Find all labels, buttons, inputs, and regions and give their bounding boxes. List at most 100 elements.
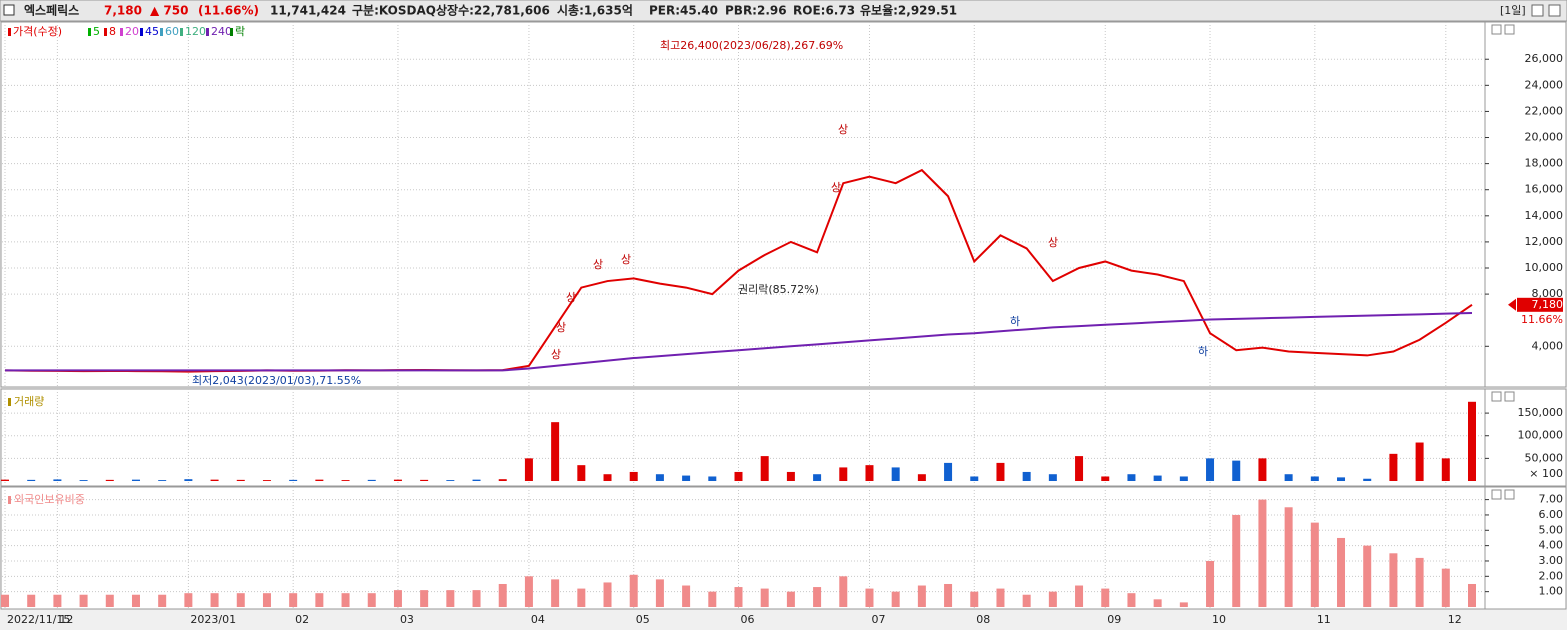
y-tick-label: 5.00 bbox=[1539, 523, 1564, 536]
axis-panel bbox=[1484, 486, 1567, 610]
button[interactable] bbox=[1491, 24, 1502, 35]
bar bbox=[1179, 602, 1188, 607]
bar bbox=[1022, 594, 1031, 607]
y-tick-label: 22,000 bbox=[1525, 104, 1564, 117]
market: 구분:KOSDAQ bbox=[352, 4, 436, 18]
stock-name: 엑스페릭스 bbox=[24, 3, 79, 18]
bar bbox=[236, 593, 245, 607]
bar bbox=[1415, 557, 1424, 607]
bar bbox=[341, 593, 350, 607]
bar bbox=[53, 594, 62, 607]
annotation: 상 bbox=[551, 348, 561, 361]
bar bbox=[917, 585, 926, 607]
bar bbox=[813, 587, 822, 607]
bar bbox=[420, 479, 429, 481]
bar bbox=[184, 479, 193, 481]
bar bbox=[1, 594, 9, 607]
y-tick-label: 3.00 bbox=[1539, 554, 1564, 567]
bar bbox=[1389, 453, 1398, 481]
axis-panel bbox=[1484, 21, 1567, 388]
bar bbox=[315, 593, 324, 607]
bar bbox=[446, 590, 455, 607]
legend-label: 락 bbox=[235, 25, 245, 38]
bar bbox=[27, 594, 36, 607]
bar bbox=[970, 476, 979, 481]
bar bbox=[1363, 478, 1372, 481]
annotation: 상 bbox=[1048, 236, 1058, 249]
legend-swatch bbox=[8, 28, 11, 36]
bar bbox=[944, 462, 953, 481]
bar bbox=[236, 479, 245, 481]
button[interactable] bbox=[1548, 4, 1561, 17]
bar bbox=[1048, 474, 1057, 481]
bar bbox=[1179, 476, 1188, 481]
bar bbox=[1284, 474, 1293, 481]
bar bbox=[786, 591, 795, 607]
legend-swatch bbox=[180, 28, 183, 36]
change: ▲ 750 bbox=[150, 4, 188, 18]
per: PER:45.40 bbox=[649, 4, 718, 18]
bar bbox=[917, 474, 926, 481]
bar bbox=[655, 474, 664, 481]
y-tick-label: 2.00 bbox=[1539, 569, 1564, 582]
reserve: 유보율:2,929.51 bbox=[860, 4, 957, 18]
bar bbox=[1468, 401, 1476, 481]
x-tick-label: 02 bbox=[295, 613, 309, 626]
y-tick-label: 16,000 bbox=[1525, 183, 1564, 196]
button[interactable] bbox=[1491, 489, 1502, 500]
annotation: 상 bbox=[621, 253, 631, 266]
bar bbox=[891, 467, 900, 481]
x-tick-label: 09 bbox=[1107, 613, 1121, 626]
bar bbox=[1022, 471, 1031, 481]
y-tick-label: 1.00 bbox=[1539, 585, 1564, 598]
bar bbox=[498, 583, 507, 607]
bar bbox=[79, 594, 88, 607]
button[interactable] bbox=[1504, 391, 1515, 402]
x-tick-label: 11 bbox=[1317, 613, 1331, 626]
y-tick-label: 150,000 bbox=[1518, 406, 1564, 419]
bar bbox=[184, 593, 193, 607]
y-tick-label: 4.00 bbox=[1539, 539, 1564, 552]
x-tick-label: 03 bbox=[400, 613, 414, 626]
bar bbox=[1310, 522, 1319, 607]
x-tick-label: 05 bbox=[636, 613, 650, 626]
legend-swatch bbox=[140, 28, 143, 36]
bar bbox=[1206, 458, 1215, 481]
bar bbox=[262, 480, 271, 481]
annotation: 상 bbox=[831, 181, 841, 194]
bar bbox=[1127, 474, 1136, 481]
bar bbox=[367, 593, 376, 607]
y-tick-label: 100,000 bbox=[1518, 429, 1564, 442]
bar bbox=[367, 479, 376, 481]
button[interactable] bbox=[1504, 24, 1515, 35]
period[interactable]: [1일] bbox=[1500, 3, 1526, 17]
bar bbox=[131, 479, 140, 481]
button[interactable] bbox=[1531, 4, 1544, 17]
bar bbox=[1153, 475, 1162, 481]
volume: 11,741,424 bbox=[270, 4, 346, 18]
bar bbox=[682, 475, 691, 481]
shares: 상장수:22,781,606 bbox=[436, 3, 550, 18]
bar bbox=[1101, 476, 1110, 481]
annotation: 상 bbox=[838, 123, 848, 136]
y-tick-label: 7.00 bbox=[1539, 493, 1564, 506]
legend-swatch bbox=[8, 496, 11, 504]
bar bbox=[760, 456, 769, 481]
legend-swatch bbox=[104, 28, 107, 36]
bar bbox=[53, 479, 62, 481]
bar bbox=[1075, 456, 1084, 481]
checkbox[interactable] bbox=[3, 4, 15, 16]
panel bbox=[0, 21, 1486, 388]
bar bbox=[865, 465, 874, 481]
bar bbox=[341, 480, 350, 481]
price: 7,180 bbox=[104, 4, 142, 18]
last-price-box bbox=[1517, 297, 1563, 312]
y-tick-label: 24,000 bbox=[1525, 78, 1564, 91]
y-tick-label: 8,000 bbox=[1532, 287, 1564, 300]
button[interactable] bbox=[1491, 391, 1502, 402]
button[interactable] bbox=[1504, 489, 1515, 500]
bar bbox=[603, 474, 612, 481]
last-arrow bbox=[1508, 298, 1516, 311]
bar bbox=[1101, 588, 1110, 607]
